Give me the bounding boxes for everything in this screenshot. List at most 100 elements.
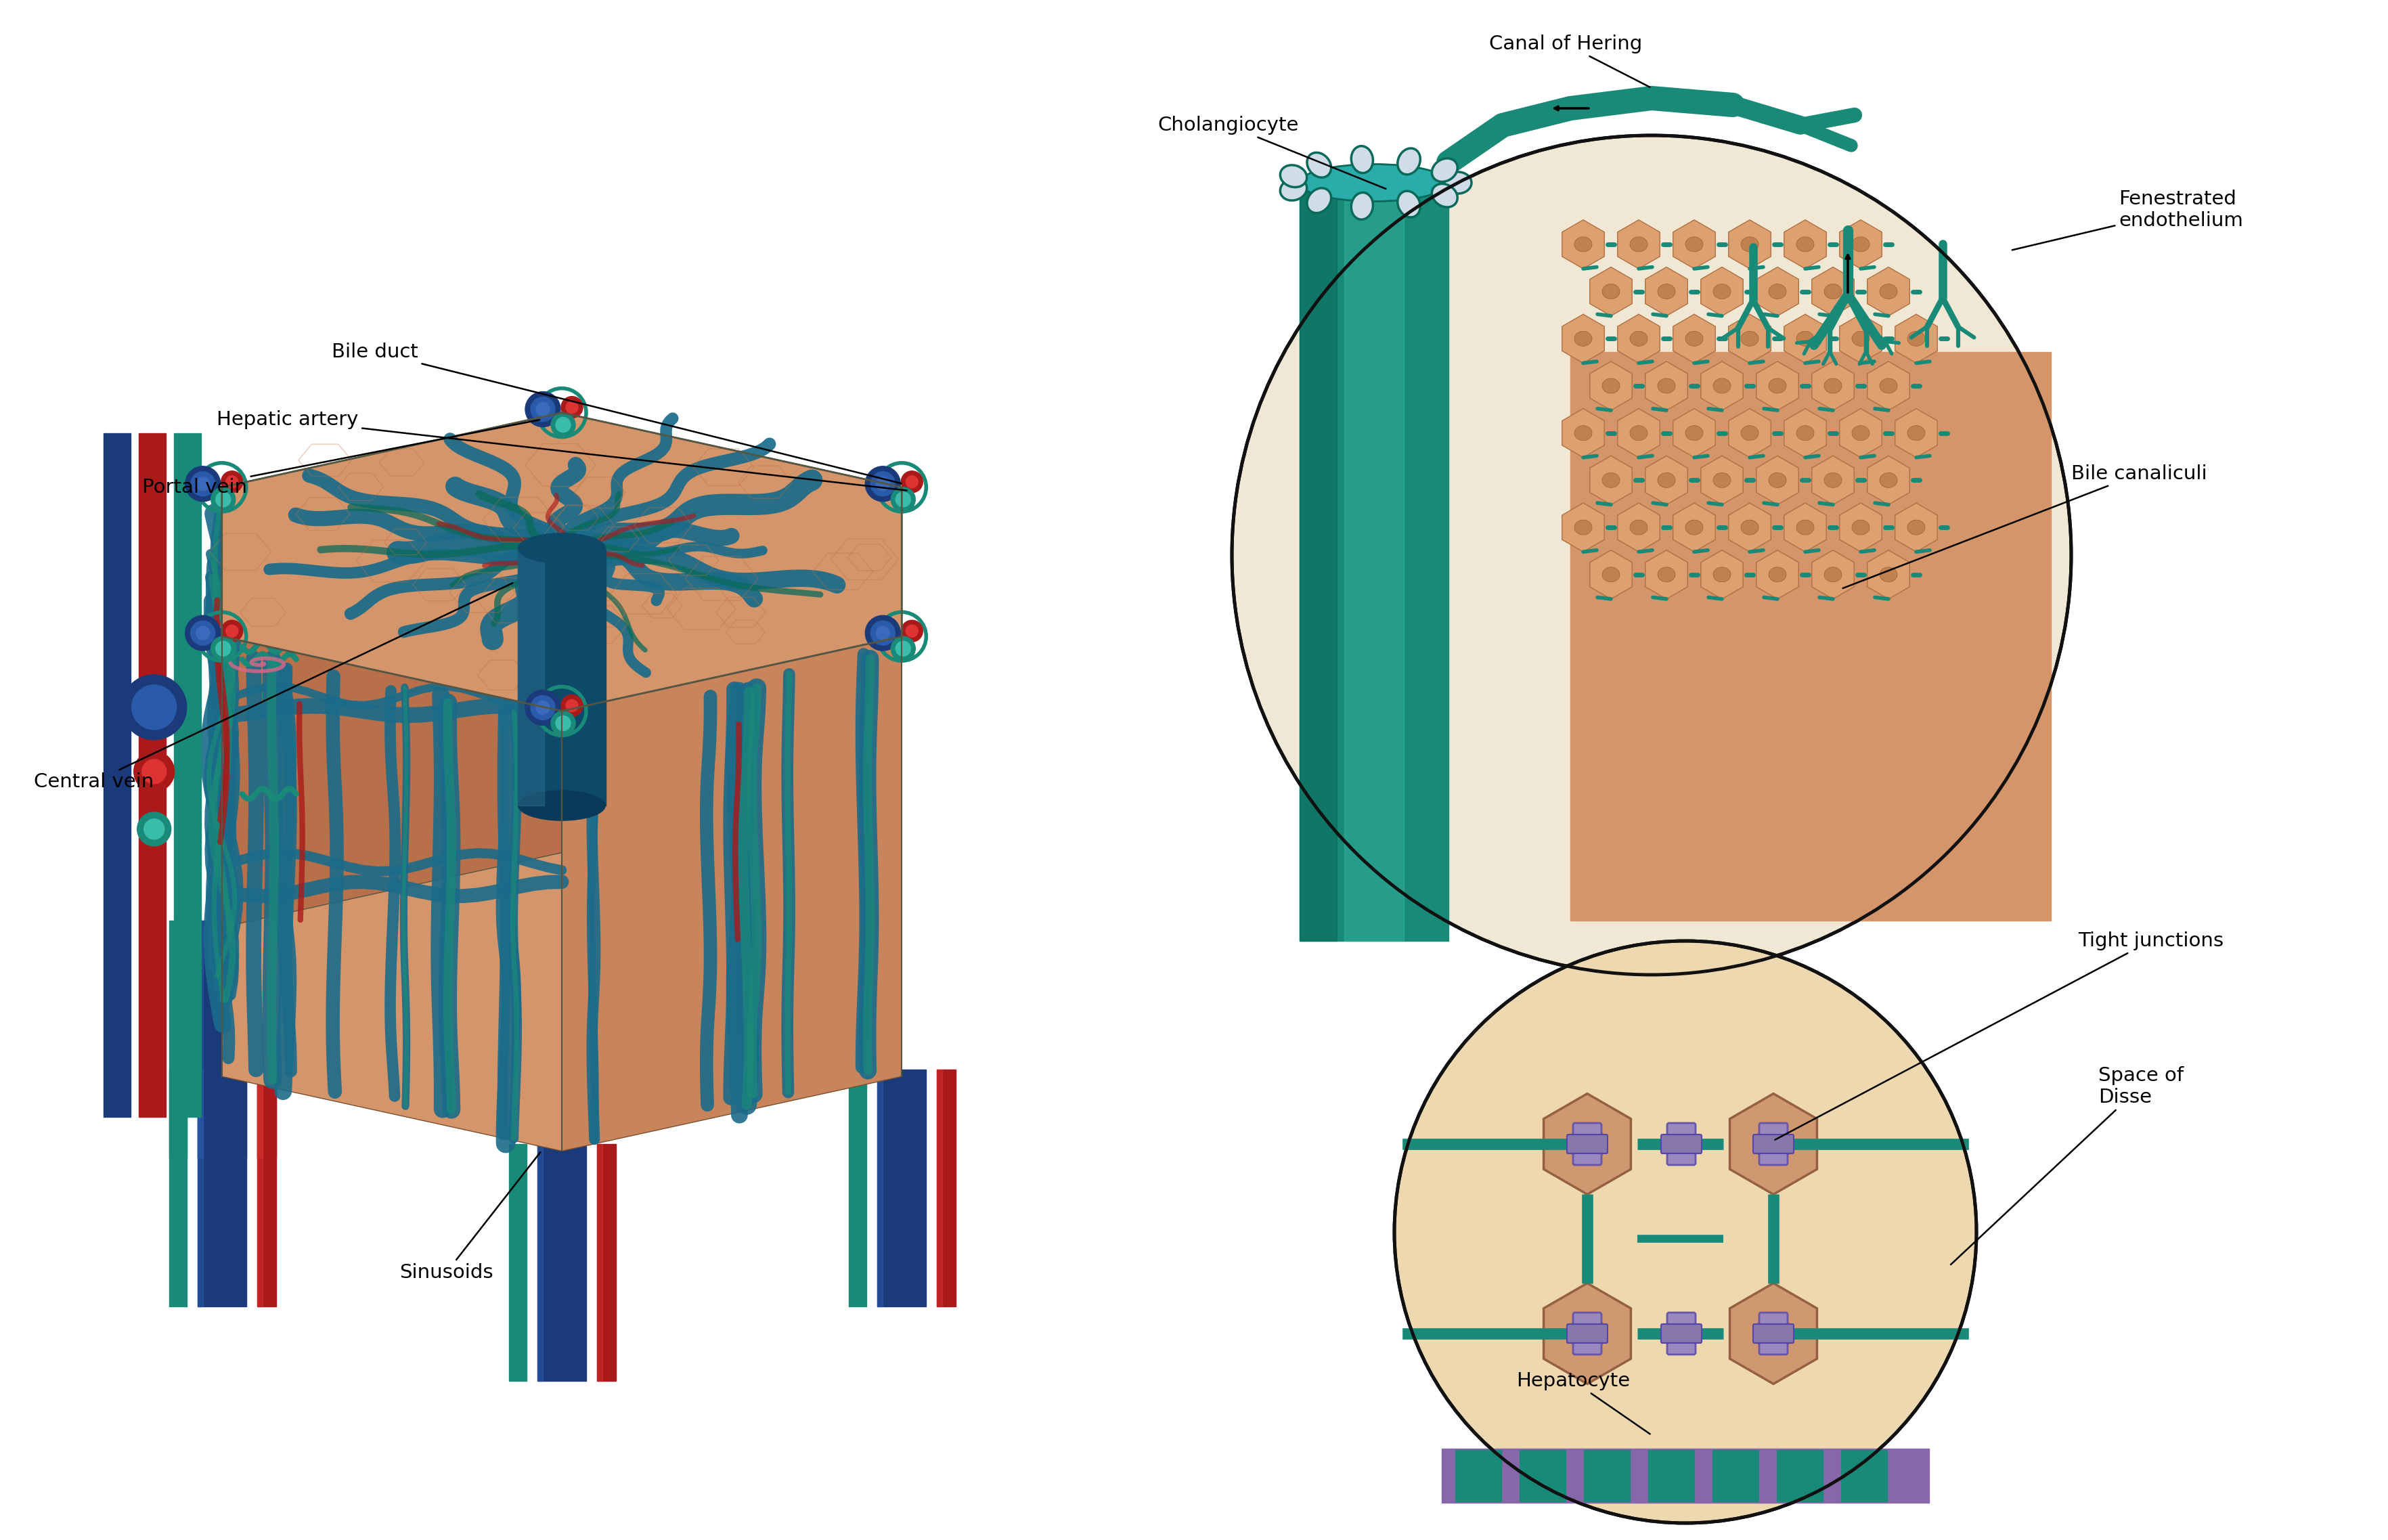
Text: Central vein: Central vein [33, 584, 513, 792]
Ellipse shape [1712, 283, 1731, 299]
Polygon shape [198, 1070, 203, 1306]
Polygon shape [561, 636, 903, 1150]
Ellipse shape [1631, 521, 1648, 534]
Ellipse shape [1306, 152, 1330, 177]
Circle shape [196, 477, 210, 491]
Circle shape [530, 397, 554, 422]
Circle shape [561, 396, 583, 417]
Polygon shape [1617, 314, 1660, 363]
Polygon shape [1543, 1283, 1631, 1384]
Ellipse shape [1741, 521, 1758, 534]
Polygon shape [174, 433, 201, 1116]
Circle shape [525, 690, 561, 725]
Ellipse shape [1280, 165, 1306, 188]
Circle shape [215, 641, 232, 656]
Ellipse shape [518, 790, 607, 821]
Ellipse shape [1657, 283, 1676, 299]
Circle shape [891, 487, 915, 511]
Ellipse shape [1753, 1129, 1793, 1160]
Polygon shape [1571, 353, 2051, 921]
Ellipse shape [1602, 379, 1619, 393]
Polygon shape [1590, 266, 1631, 316]
FancyBboxPatch shape [1567, 1135, 1607, 1153]
Polygon shape [1896, 504, 1937, 551]
Circle shape [227, 625, 239, 638]
Ellipse shape [1796, 521, 1815, 534]
FancyBboxPatch shape [1574, 1312, 1602, 1355]
Circle shape [210, 636, 236, 661]
Polygon shape [1442, 1449, 1930, 1503]
Polygon shape [258, 1070, 263, 1306]
Circle shape [566, 400, 578, 413]
Ellipse shape [1853, 237, 1870, 251]
Polygon shape [1645, 266, 1688, 316]
Ellipse shape [1908, 521, 1925, 534]
Circle shape [215, 491, 232, 507]
Polygon shape [139, 433, 165, 1116]
Polygon shape [1700, 266, 1743, 316]
Polygon shape [1299, 183, 1450, 941]
FancyBboxPatch shape [1667, 1312, 1695, 1355]
Text: Sinusoids: Sinusoids [399, 1152, 540, 1283]
Text: Portal vein: Portal vein [143, 420, 540, 497]
Circle shape [891, 636, 915, 661]
Polygon shape [1867, 550, 1910, 599]
Ellipse shape [1824, 567, 1841, 582]
Polygon shape [597, 1144, 602, 1381]
Polygon shape [1674, 504, 1715, 551]
Polygon shape [850, 1070, 867, 1306]
Polygon shape [1519, 1451, 1567, 1502]
Polygon shape [1839, 408, 1882, 457]
Ellipse shape [1770, 283, 1786, 299]
Ellipse shape [518, 533, 607, 564]
Ellipse shape [1741, 425, 1758, 440]
Ellipse shape [1433, 183, 1457, 208]
FancyBboxPatch shape [1567, 1324, 1607, 1343]
Ellipse shape [1602, 473, 1619, 488]
Polygon shape [103, 433, 131, 1116]
Polygon shape [1562, 220, 1605, 268]
Polygon shape [1755, 266, 1798, 316]
Polygon shape [170, 1070, 186, 1306]
Ellipse shape [518, 533, 607, 564]
Circle shape [552, 711, 576, 736]
Polygon shape [518, 548, 607, 805]
Ellipse shape [1712, 473, 1731, 488]
Ellipse shape [1879, 567, 1898, 582]
Polygon shape [1590, 550, 1631, 599]
Ellipse shape [1824, 473, 1841, 488]
Ellipse shape [1686, 425, 1703, 440]
Circle shape [191, 471, 215, 496]
Text: Hepatocyte: Hepatocyte [1516, 1372, 1650, 1434]
Polygon shape [258, 921, 277, 1158]
Ellipse shape [1397, 148, 1421, 174]
Circle shape [876, 477, 891, 491]
Polygon shape [1590, 362, 1631, 410]
Polygon shape [1729, 314, 1772, 363]
Polygon shape [1674, 314, 1715, 363]
Circle shape [552, 413, 576, 437]
Ellipse shape [1770, 567, 1786, 582]
Ellipse shape [1397, 191, 1421, 217]
Circle shape [196, 627, 210, 639]
Polygon shape [1777, 1451, 1822, 1502]
Text: Fenestrated
endothelium: Fenestrated endothelium [2013, 189, 2242, 249]
FancyBboxPatch shape [1662, 1324, 1703, 1343]
Text: Hepatic artery: Hepatic artery [217, 410, 907, 490]
Ellipse shape [1352, 192, 1373, 220]
Polygon shape [1590, 456, 1631, 505]
Circle shape [525, 391, 561, 427]
Circle shape [872, 621, 896, 645]
Ellipse shape [1853, 425, 1870, 440]
Circle shape [896, 491, 910, 507]
Circle shape [561, 695, 583, 716]
Circle shape [186, 616, 220, 651]
Polygon shape [1645, 550, 1688, 599]
Polygon shape [1562, 408, 1605, 457]
FancyBboxPatch shape [1574, 1123, 1602, 1164]
Ellipse shape [1741, 237, 1758, 251]
Circle shape [566, 699, 578, 711]
Polygon shape [876, 1070, 884, 1306]
Ellipse shape [1567, 1318, 1607, 1349]
Ellipse shape [1631, 425, 1648, 440]
